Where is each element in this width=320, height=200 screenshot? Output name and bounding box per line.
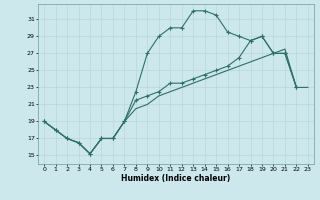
X-axis label: Humidex (Indice chaleur): Humidex (Indice chaleur) — [121, 174, 231, 183]
